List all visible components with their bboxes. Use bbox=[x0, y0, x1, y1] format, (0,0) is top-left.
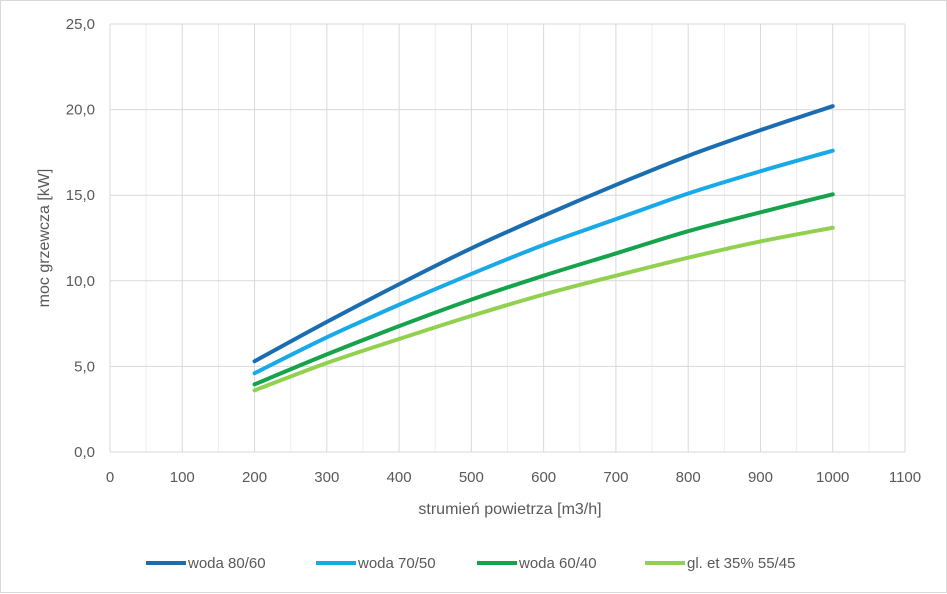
x-tick-label: 900 bbox=[748, 469, 773, 486]
x-tick-label: 400 bbox=[387, 469, 412, 486]
x-axis-title: strumień powietrza [m3/h] bbox=[418, 501, 601, 518]
x-tick-label: 0 bbox=[106, 469, 114, 486]
y-tick-label: 25,0 bbox=[66, 16, 95, 33]
legend-item-3: woda 60/40 bbox=[477, 555, 597, 572]
y-tick-label: 10,0 bbox=[66, 273, 95, 290]
legend-item-1: woda 80/60 bbox=[146, 555, 266, 572]
x-tick-label: 800 bbox=[676, 469, 701, 486]
x-tick-label: 300 bbox=[314, 469, 339, 486]
x-tick-label: 700 bbox=[603, 469, 628, 486]
legend: woda 80/60 woda 70/50 woda 60/40 gl. et 35%… bbox=[146, 555, 795, 572]
series-line-2 bbox=[252, 148, 835, 376]
series-line-1 bbox=[252, 104, 835, 364]
series-lines bbox=[252, 104, 835, 393]
y-tick-label: 5,0 bbox=[74, 358, 95, 375]
x-tick-labels: 0 100 200 300 400 500 600 700 800 900 1000 1100 bbox=[106, 469, 921, 486]
legend-label: woda 80/60 bbox=[187, 555, 266, 572]
legend-label: gl. et 35% 55/45 bbox=[687, 555, 795, 572]
legend-label: woda 70/50 bbox=[357, 555, 436, 572]
y-tick-label: 20,0 bbox=[66, 102, 95, 119]
major-gridlines bbox=[109, 23, 906, 453]
minor-gridlines bbox=[145, 24, 870, 452]
legend-label: woda 60/40 bbox=[518, 555, 597, 572]
legend-item-4: gl. et 35% 55/45 bbox=[645, 555, 795, 572]
x-tick-label: 500 bbox=[459, 469, 484, 486]
x-tick-label: 100 bbox=[170, 469, 195, 486]
legend-item-2: woda 70/50 bbox=[316, 555, 436, 572]
series-line-3 bbox=[252, 192, 835, 387]
y-tick-label: 0,0 bbox=[74, 444, 95, 461]
y-tick-labels: 0,0 5,0 10,0 15,0 20,0 25,0 bbox=[66, 16, 95, 461]
y-tick-label: 15,0 bbox=[66, 187, 95, 204]
x-tick-label: 1000 bbox=[816, 469, 849, 486]
y-axis-title: moc grzewcza [kW] bbox=[36, 169, 53, 308]
x-tick-label: 1100 bbox=[889, 469, 921, 486]
x-tick-label: 200 bbox=[242, 469, 267, 486]
series-line-4 bbox=[252, 225, 835, 393]
x-tick-label: 600 bbox=[531, 469, 556, 486]
